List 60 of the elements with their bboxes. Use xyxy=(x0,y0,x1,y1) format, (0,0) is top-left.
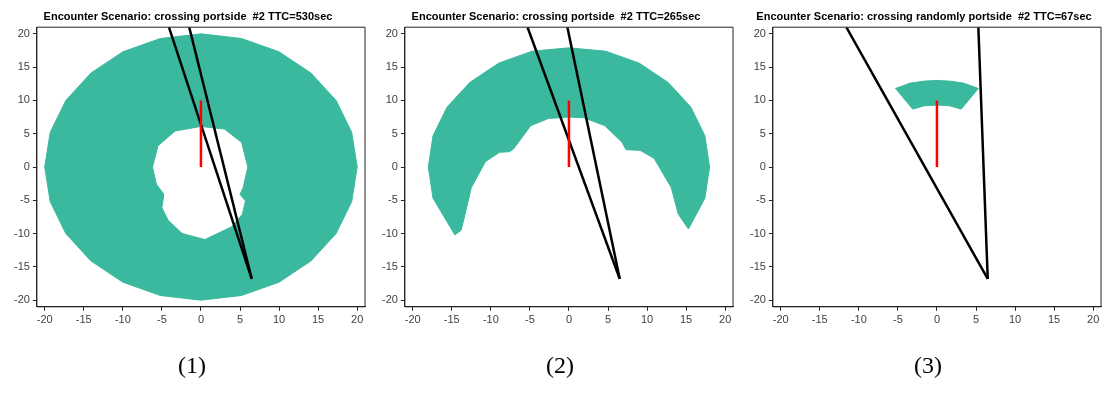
x-tick-label: 10 xyxy=(272,313,286,326)
x-tick-label: 0 xyxy=(565,313,573,326)
y-tick-label: 15 xyxy=(17,60,30,73)
chart-title: Encounter Scenario: crossing portside #2 TTC=530sec xyxy=(43,9,333,22)
x-tick-label: 20 xyxy=(1087,313,1100,326)
x-tick-label: 20 xyxy=(351,313,364,326)
x-tick-label: 15 xyxy=(1048,313,1061,326)
chart-title: Encounter Scenario: crossing portside #2 TTC=265sec xyxy=(411,9,701,22)
y-tick-label: 0 xyxy=(391,160,398,173)
y-tick-label: -5 xyxy=(388,193,398,206)
x-tick-label: 15 xyxy=(312,313,325,326)
y-tick-label: 15 xyxy=(753,60,766,73)
y-tick-label: 10 xyxy=(385,93,398,106)
x-tick-label: -5 xyxy=(893,313,903,326)
y-tick-label: 15 xyxy=(385,60,398,73)
x-tick-label: 10 xyxy=(640,313,654,326)
x-tick-label: 0 xyxy=(933,313,941,326)
x-tick-label: 10 xyxy=(1008,313,1022,326)
x-tick-label: 20 xyxy=(719,313,732,326)
x-tick-label: -15 xyxy=(811,313,828,326)
x-tick-label: -10 xyxy=(850,313,867,326)
x-tick-label: -15 xyxy=(75,313,92,326)
x-tick-label: -10 xyxy=(114,313,131,326)
chart-title: Encounter Scenario: crossing randomly portside #2 TTC=67sec xyxy=(756,9,1092,22)
x-tick-label: -20 xyxy=(36,313,53,326)
text: (2) xyxy=(546,352,574,379)
y-tick-label: 0 xyxy=(759,160,766,173)
y-tick-label: -10 xyxy=(749,226,766,239)
y-tick-label: -15 xyxy=(13,259,30,272)
y-tick-label: 20 xyxy=(385,26,398,39)
y-tick-label: -20 xyxy=(749,293,766,306)
y-tick-label: -5 xyxy=(756,193,766,206)
y-tick-label: 5 xyxy=(23,126,30,139)
x-tick-label: 0 xyxy=(197,313,205,326)
x-tick-label: -20 xyxy=(404,313,421,326)
y-tick-label: -5 xyxy=(20,193,30,206)
x-tick-label: -15 xyxy=(443,313,460,326)
text: (3) xyxy=(914,352,942,379)
x-tick-label: -10 xyxy=(482,313,499,326)
x-tick-label: 15 xyxy=(680,313,693,326)
x-tick-label: -5 xyxy=(525,313,535,326)
x-tick-label: -5 xyxy=(157,313,167,326)
y-tick-label: -10 xyxy=(381,226,398,239)
x-tick-label: -20 xyxy=(772,313,789,326)
y-tick-label: 20 xyxy=(753,26,766,39)
y-tick-label: -20 xyxy=(13,293,30,306)
y-tick-label: -15 xyxy=(381,259,398,272)
y-tick-label: -15 xyxy=(749,259,766,272)
y-tick-label: 10 xyxy=(753,93,766,106)
x-tick-label: 5 xyxy=(604,313,612,326)
text: (1) xyxy=(178,352,206,379)
y-tick-label: 10 xyxy=(17,93,30,106)
x-tick-label: 5 xyxy=(236,313,244,326)
y-tick-label: 5 xyxy=(759,126,766,139)
y-tick-label: -10 xyxy=(13,226,30,239)
y-tick-label: 5 xyxy=(391,126,398,139)
x-tick-label: 5 xyxy=(972,313,980,326)
y-tick-label: -20 xyxy=(381,293,398,306)
y-tick-label: 0 xyxy=(23,160,30,173)
y-tick-label: 20 xyxy=(17,26,30,39)
